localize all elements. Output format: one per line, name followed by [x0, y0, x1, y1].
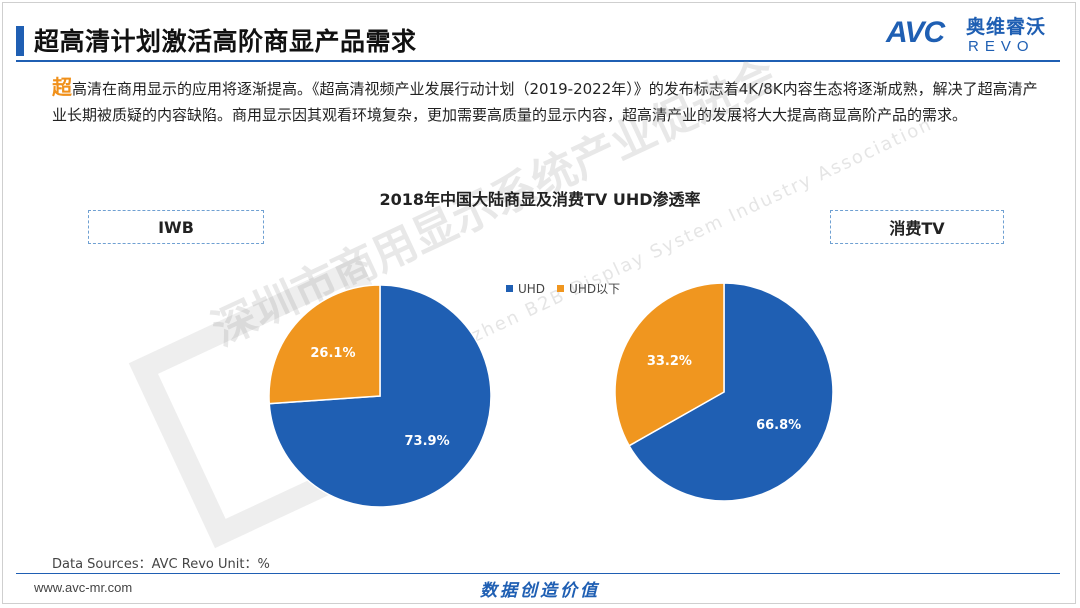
legend-swatch-uhd: [506, 285, 513, 292]
logo-brand: AVC: [886, 16, 945, 49]
pie-tv-slice-non-uhd: [614, 282, 725, 447]
logo-en-name: REVO: [968, 38, 1035, 55]
legend-swatch-non-uhd: [557, 285, 565, 292]
data-sources: Data Sources：AVC Revo Unit：%: [52, 557, 270, 572]
legend-label-non-uhd: UHD以下: [569, 282, 621, 296]
chart-title: 2018年中国大陆商显及消费TV UHD渗透率: [379, 190, 701, 209]
legend-label-uhd: UHD: [518, 281, 546, 296]
pie-iwb-label-non-uhd: 26.1%: [310, 346, 355, 361]
intro-paragraph: 超高清在商用显示的应用将逐渐提高。《超高清视频产业发展行动计划（2019-202…: [52, 74, 1052, 128]
pie-tv-label-non-uhd: 33.2%: [647, 354, 692, 369]
pie-tv-slice-uhd: [628, 282, 834, 502]
title-divider: [16, 60, 1060, 62]
pie-label-iwb: IWB: [88, 210, 264, 244]
page-title: 超高清计划激活高阶商显产品需求: [34, 27, 417, 56]
legend-item-uhd: UHD: [506, 282, 545, 296]
intro-text: 高清在商用显示的应用将逐渐提高。《超高清视频产业发展行动计划（2019-2022…: [52, 80, 1038, 124]
footer-slogan: 数据创造价值: [480, 581, 600, 601]
pie-tv-label-uhd: 66.8%: [756, 418, 801, 433]
pie-label-consumer-tv: 消费TV: [830, 210, 1004, 244]
chart-legend: UHD UHD以下: [506, 280, 632, 297]
footer-divider: [16, 573, 1060, 574]
legend-item-non-uhd: UHD以下: [557, 280, 620, 297]
logo-cn-name: 奥维睿沃: [966, 16, 1047, 38]
avc-revo-logo: AVC 奥维睿沃 REVO: [886, 10, 1056, 58]
intro-lead-char: 超: [52, 75, 72, 99]
pie-iwb-slice-non-uhd: [268, 284, 381, 405]
title-accent-bar: [16, 26, 24, 56]
pie-chart-iwb: 73.9% 26.1%: [268, 284, 492, 508]
footer-url: www.avc-mr.com: [34, 580, 133, 595]
pie-iwb-label-uhd: 73.9%: [405, 434, 450, 449]
pie-chart-consumer-tv: 66.8% 33.2%: [614, 282, 834, 502]
